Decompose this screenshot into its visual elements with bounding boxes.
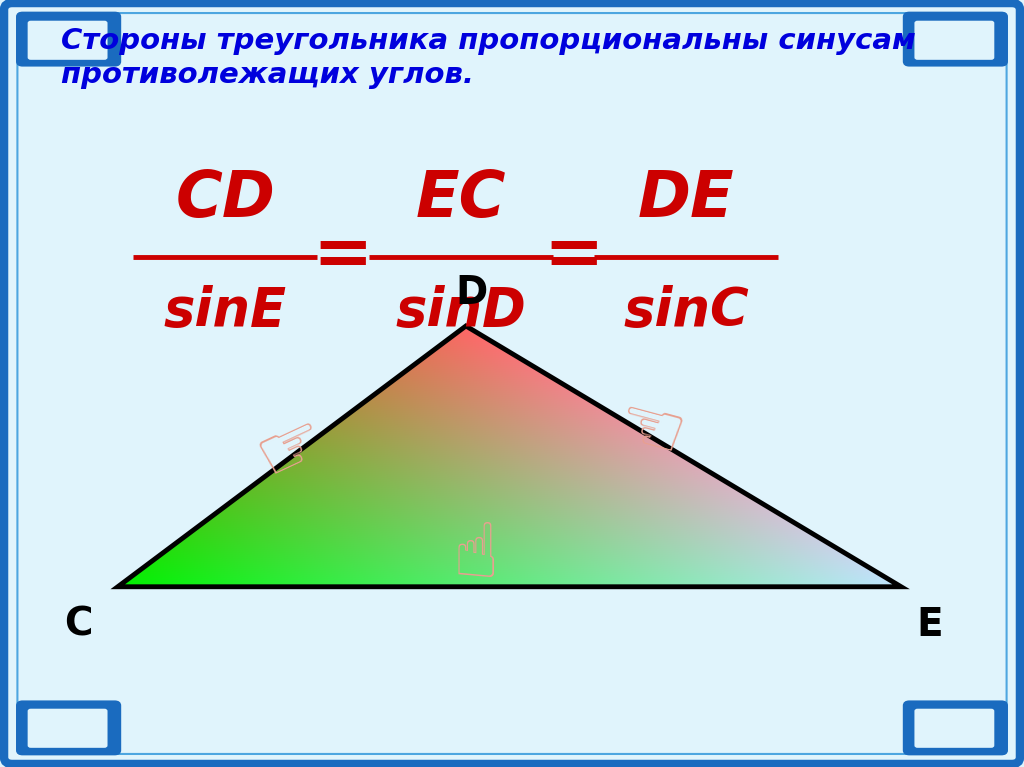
Text: sinD: sinD: [395, 285, 526, 337]
Text: CD: CD: [175, 168, 275, 230]
Text: ☝: ☝: [453, 519, 500, 593]
FancyBboxPatch shape: [17, 702, 120, 754]
FancyBboxPatch shape: [904, 13, 1007, 65]
FancyBboxPatch shape: [17, 13, 120, 65]
FancyBboxPatch shape: [914, 21, 994, 60]
Text: Стороны треугольника пропорциональны синусам
противолежащих углов.: Стороны треугольника пропорциональны син…: [61, 27, 916, 90]
FancyBboxPatch shape: [28, 21, 108, 60]
FancyBboxPatch shape: [28, 709, 108, 748]
Text: E: E: [916, 606, 943, 644]
Text: sinE: sinE: [164, 285, 287, 337]
FancyBboxPatch shape: [914, 709, 994, 748]
Text: ☞: ☞: [245, 400, 339, 497]
Text: DE: DE: [638, 168, 734, 230]
Text: EC: EC: [416, 168, 506, 230]
Text: =: =: [312, 221, 374, 290]
FancyBboxPatch shape: [904, 702, 1007, 754]
Text: C: C: [63, 606, 92, 644]
Text: ☜: ☜: [607, 389, 693, 478]
Text: D: D: [455, 274, 487, 312]
Text: sinC: sinC: [624, 285, 749, 337]
Text: =: =: [543, 221, 604, 290]
